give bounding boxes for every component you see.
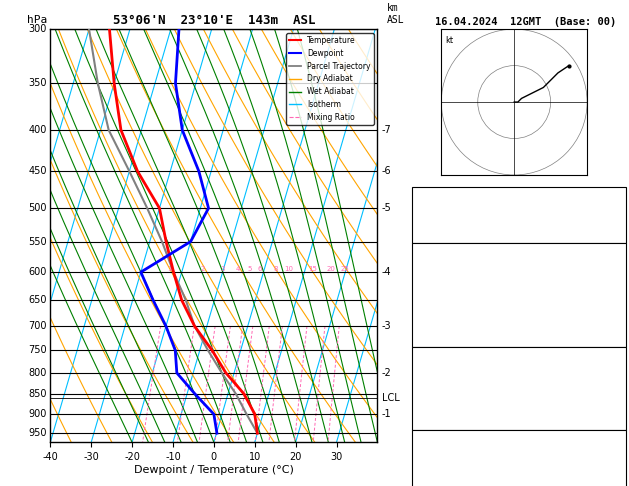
Text: StmDir: StmDir — [415, 468, 447, 477]
Text: -1: -1 — [382, 409, 391, 419]
Text: 37: 37 — [612, 210, 623, 220]
Text: 10: 10 — [612, 306, 623, 314]
Text: Most Unstable: Most Unstable — [484, 350, 554, 359]
Text: 33: 33 — [612, 321, 623, 330]
Text: 10: 10 — [612, 261, 623, 270]
Text: 300: 300 — [29, 24, 47, 34]
Text: 296: 296 — [606, 291, 623, 300]
Text: 500: 500 — [28, 203, 47, 213]
Text: StmSpd (kt): StmSpd (kt) — [415, 480, 474, 486]
Text: km
ASL: km ASL — [387, 3, 405, 25]
Text: LCL: LCL — [382, 393, 399, 403]
Text: 1: 1 — [167, 266, 172, 272]
Text: 15: 15 — [309, 266, 318, 272]
Text: θᴇ(K): θᴇ(K) — [415, 291, 442, 300]
Text: 750: 750 — [28, 346, 47, 355]
Text: Surface: Surface — [500, 246, 538, 255]
Text: 800: 800 — [29, 368, 47, 378]
Text: 700: 700 — [28, 321, 47, 331]
Text: CIN (J): CIN (J) — [415, 335, 453, 345]
Text: CIN (J): CIN (J) — [415, 419, 453, 428]
Text: -2: -2 — [382, 368, 391, 378]
Text: 900: 900 — [29, 409, 47, 419]
Text: -4: -4 — [382, 267, 391, 277]
Text: 600: 600 — [29, 267, 47, 277]
Text: 650: 650 — [28, 295, 47, 305]
Text: -35: -35 — [606, 444, 623, 453]
Text: K: K — [415, 192, 421, 201]
Text: 53: 53 — [612, 456, 623, 465]
Text: 48: 48 — [612, 480, 623, 486]
Text: 20: 20 — [326, 266, 335, 272]
Text: 25: 25 — [340, 266, 349, 272]
Text: Lifted Index: Lifted Index — [415, 306, 480, 314]
Legend: Temperature, Dewpoint, Parcel Trajectory, Dry Adiabat, Wet Adiabat, Isotherm, Mi: Temperature, Dewpoint, Parcel Trajectory… — [286, 33, 374, 125]
Text: 296: 296 — [606, 378, 623, 386]
Text: 8: 8 — [274, 266, 278, 272]
Text: 10: 10 — [612, 391, 623, 400]
Text: hPa: hPa — [28, 15, 48, 25]
Text: 550: 550 — [28, 237, 47, 246]
Text: 0: 0 — [617, 335, 623, 345]
Text: 981: 981 — [606, 364, 623, 373]
Text: θᴇ (K): θᴇ (K) — [415, 378, 447, 386]
Text: 4: 4 — [236, 266, 240, 272]
Text: -1: -1 — [612, 192, 623, 201]
Text: 0: 0 — [617, 419, 623, 428]
Text: 6: 6 — [258, 266, 262, 272]
Text: Hodograph: Hodograph — [495, 432, 543, 441]
Text: 262°: 262° — [601, 468, 623, 477]
Title: 53°06'N  23°10'E  143m  ASL: 53°06'N 23°10'E 143m ASL — [113, 14, 315, 27]
Text: 350: 350 — [28, 78, 47, 88]
Text: 400: 400 — [29, 125, 47, 135]
Text: 5: 5 — [248, 266, 252, 272]
Text: -6: -6 — [382, 166, 391, 176]
Text: kt: kt — [445, 36, 453, 46]
Text: 0.81: 0.81 — [601, 229, 623, 238]
Text: Lifted Index: Lifted Index — [415, 391, 480, 400]
Text: 2: 2 — [200, 266, 204, 272]
Text: © weatheronline.co.uk: © weatheronline.co.uk — [473, 474, 577, 484]
Text: 16.04.2024  12GMT  (Base: 00): 16.04.2024 12GMT (Base: 00) — [435, 17, 616, 27]
Text: -3: -3 — [382, 321, 391, 331]
Text: CAPE (J): CAPE (J) — [415, 321, 458, 330]
Text: Temp (°C): Temp (°C) — [415, 261, 464, 270]
Text: EH: EH — [415, 444, 426, 453]
Text: Dewp (°C): Dewp (°C) — [415, 276, 464, 285]
Text: -5: -5 — [382, 203, 391, 213]
Text: SREH: SREH — [415, 456, 437, 465]
Text: 850: 850 — [28, 389, 47, 399]
Text: 3: 3 — [221, 266, 225, 272]
Text: Pressure (mb): Pressure (mb) — [415, 364, 485, 373]
Text: -7: -7 — [382, 125, 391, 135]
Text: 450: 450 — [28, 166, 47, 176]
X-axis label: Dewpoint / Temperature (°C): Dewpoint / Temperature (°C) — [134, 465, 294, 475]
Text: PW (cm): PW (cm) — [415, 229, 453, 238]
Text: 33: 33 — [612, 405, 623, 414]
Text: 10: 10 — [284, 266, 294, 272]
Text: Totals Totals: Totals Totals — [415, 210, 485, 220]
Text: Mixing Ratio (g/kg): Mixing Ratio (g/kg) — [425, 205, 434, 308]
Text: 0.1: 0.1 — [606, 276, 623, 285]
Text: 950: 950 — [28, 428, 47, 438]
Text: CAPE (J): CAPE (J) — [415, 405, 458, 414]
